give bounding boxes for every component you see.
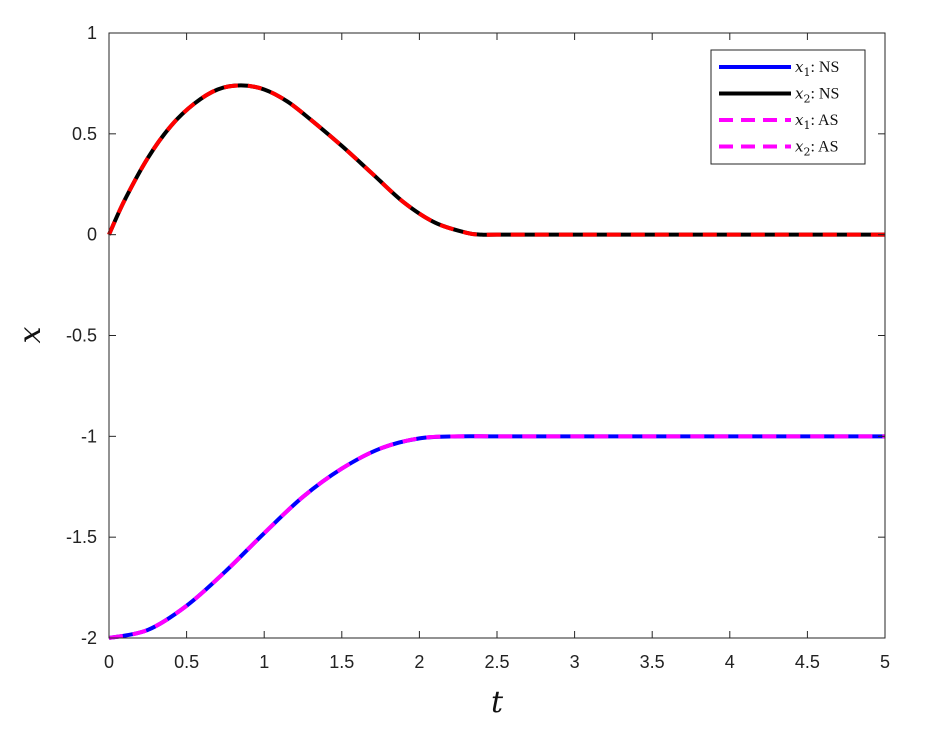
series-line-x1-as	[108, 434, 885, 640]
y-tick-label: -1.5	[66, 527, 97, 547]
y-tick-label: -2	[81, 628, 97, 648]
x-tick-label: 3.5	[640, 652, 665, 672]
x-tick-label: 0	[104, 652, 114, 672]
x-tick-label: 4.5	[795, 652, 820, 672]
x-tick-label: 3	[570, 652, 580, 672]
tick-layer: 0 0.5 1 1.5 2 2.5 3 3.5 4 4.5 5 1 0.5 0 -0.5 -1 -1.5 -2	[66, 23, 890, 672]
y-tick-label: -1	[81, 426, 97, 446]
y-tick-label: -0.5	[66, 326, 97, 346]
x-axis-label: t	[491, 685, 504, 720]
y-tick-label: 0.5	[72, 124, 97, 144]
legend-label: x2: AS	[795, 138, 838, 159]
x-tick-label: 2.5	[484, 652, 509, 672]
y-tick-label: 0	[87, 225, 97, 245]
legend-label: x2: NS	[795, 85, 839, 106]
y-tick-label: 1	[87, 23, 97, 43]
series-layer	[107, 83, 885, 640]
y-axis-label: x	[13, 326, 48, 343]
x-tick-label: 1	[259, 652, 269, 672]
x-tick-label: 4	[725, 652, 735, 672]
legend: x1: NS x2: NS x1: AS x2: AS	[710, 49, 866, 165]
x-tick-label: 0.5	[174, 652, 199, 672]
legend-label: x1: NS	[795, 58, 839, 79]
legend-label: x1: AS	[795, 111, 838, 132]
x-tick-label: 1.5	[329, 652, 354, 672]
series-line-x2-as	[107, 83, 885, 237]
x-tick-label: 2	[414, 652, 424, 672]
x-tick-label: 5	[880, 652, 890, 672]
